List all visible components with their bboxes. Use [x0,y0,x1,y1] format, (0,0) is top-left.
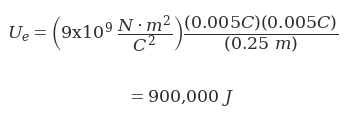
Text: $= 900{,}000\ J$: $= 900{,}000\ J$ [126,87,234,107]
Text: $U_e = \left(9\mathrm{x}10^{9}\ \dfrac{N \cdot m^2}{C^2}\right)\dfrac{(0.005C)(0: $U_e = \left(9\mathrm{x}10^{9}\ \dfrac{N… [7,14,339,55]
